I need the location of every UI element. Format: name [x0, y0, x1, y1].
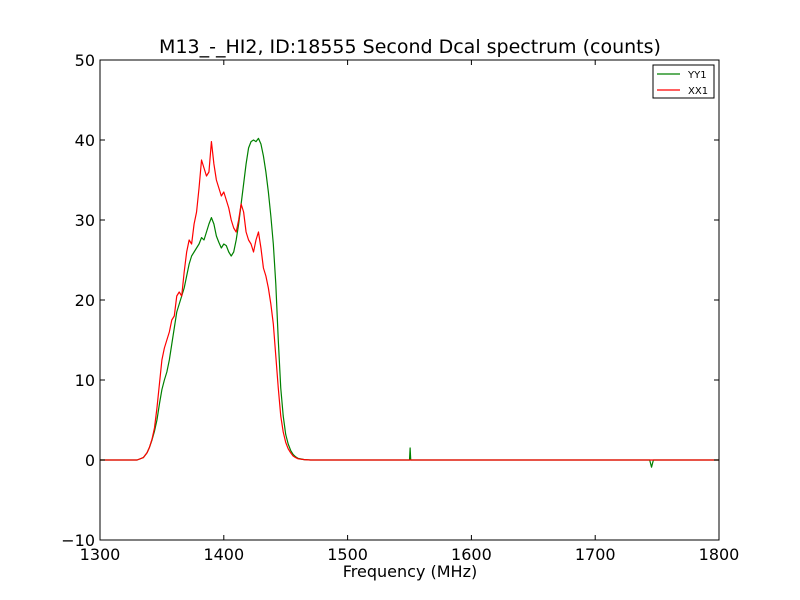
plot-frame: [99, 59, 720, 541]
y-tick-label: 10: [75, 371, 95, 390]
y-tick-label: 40: [75, 131, 95, 150]
legend-box: [652, 64, 715, 99]
x-tick-label: 1500: [327, 545, 368, 564]
x-tick-label: 1800: [699, 545, 740, 564]
y-tick-label: 20: [75, 291, 95, 310]
legend-label-xx1: XX1: [688, 86, 708, 97]
x-tick-label: 1400: [203, 545, 244, 564]
axis-ticks: 1300 1400 1500 1600 1700 1800 −10 0 10 20 30 40 50: [61, 51, 739, 564]
chart-title: M13_-_HI2, ID:18555 Second Dcal spectrum…: [159, 36, 661, 58]
x-tick-label: 1300: [80, 545, 121, 564]
y-tick-label: 30: [75, 211, 95, 230]
legend-label-yy1: YY1: [687, 70, 707, 81]
series-line-yy1: [100, 137, 719, 468]
y-tick-label: 50: [75, 51, 95, 70]
plot-area: [100, 137, 719, 468]
x-axis-label: Frequency (MHz): [343, 562, 477, 581]
series-line-xx1: [100, 141, 719, 461]
y-tick-label: 0: [85, 451, 95, 470]
x-tick-label: 1700: [575, 545, 616, 564]
x-tick-label: 1600: [451, 545, 492, 564]
y-tick-label: −10: [61, 531, 95, 550]
